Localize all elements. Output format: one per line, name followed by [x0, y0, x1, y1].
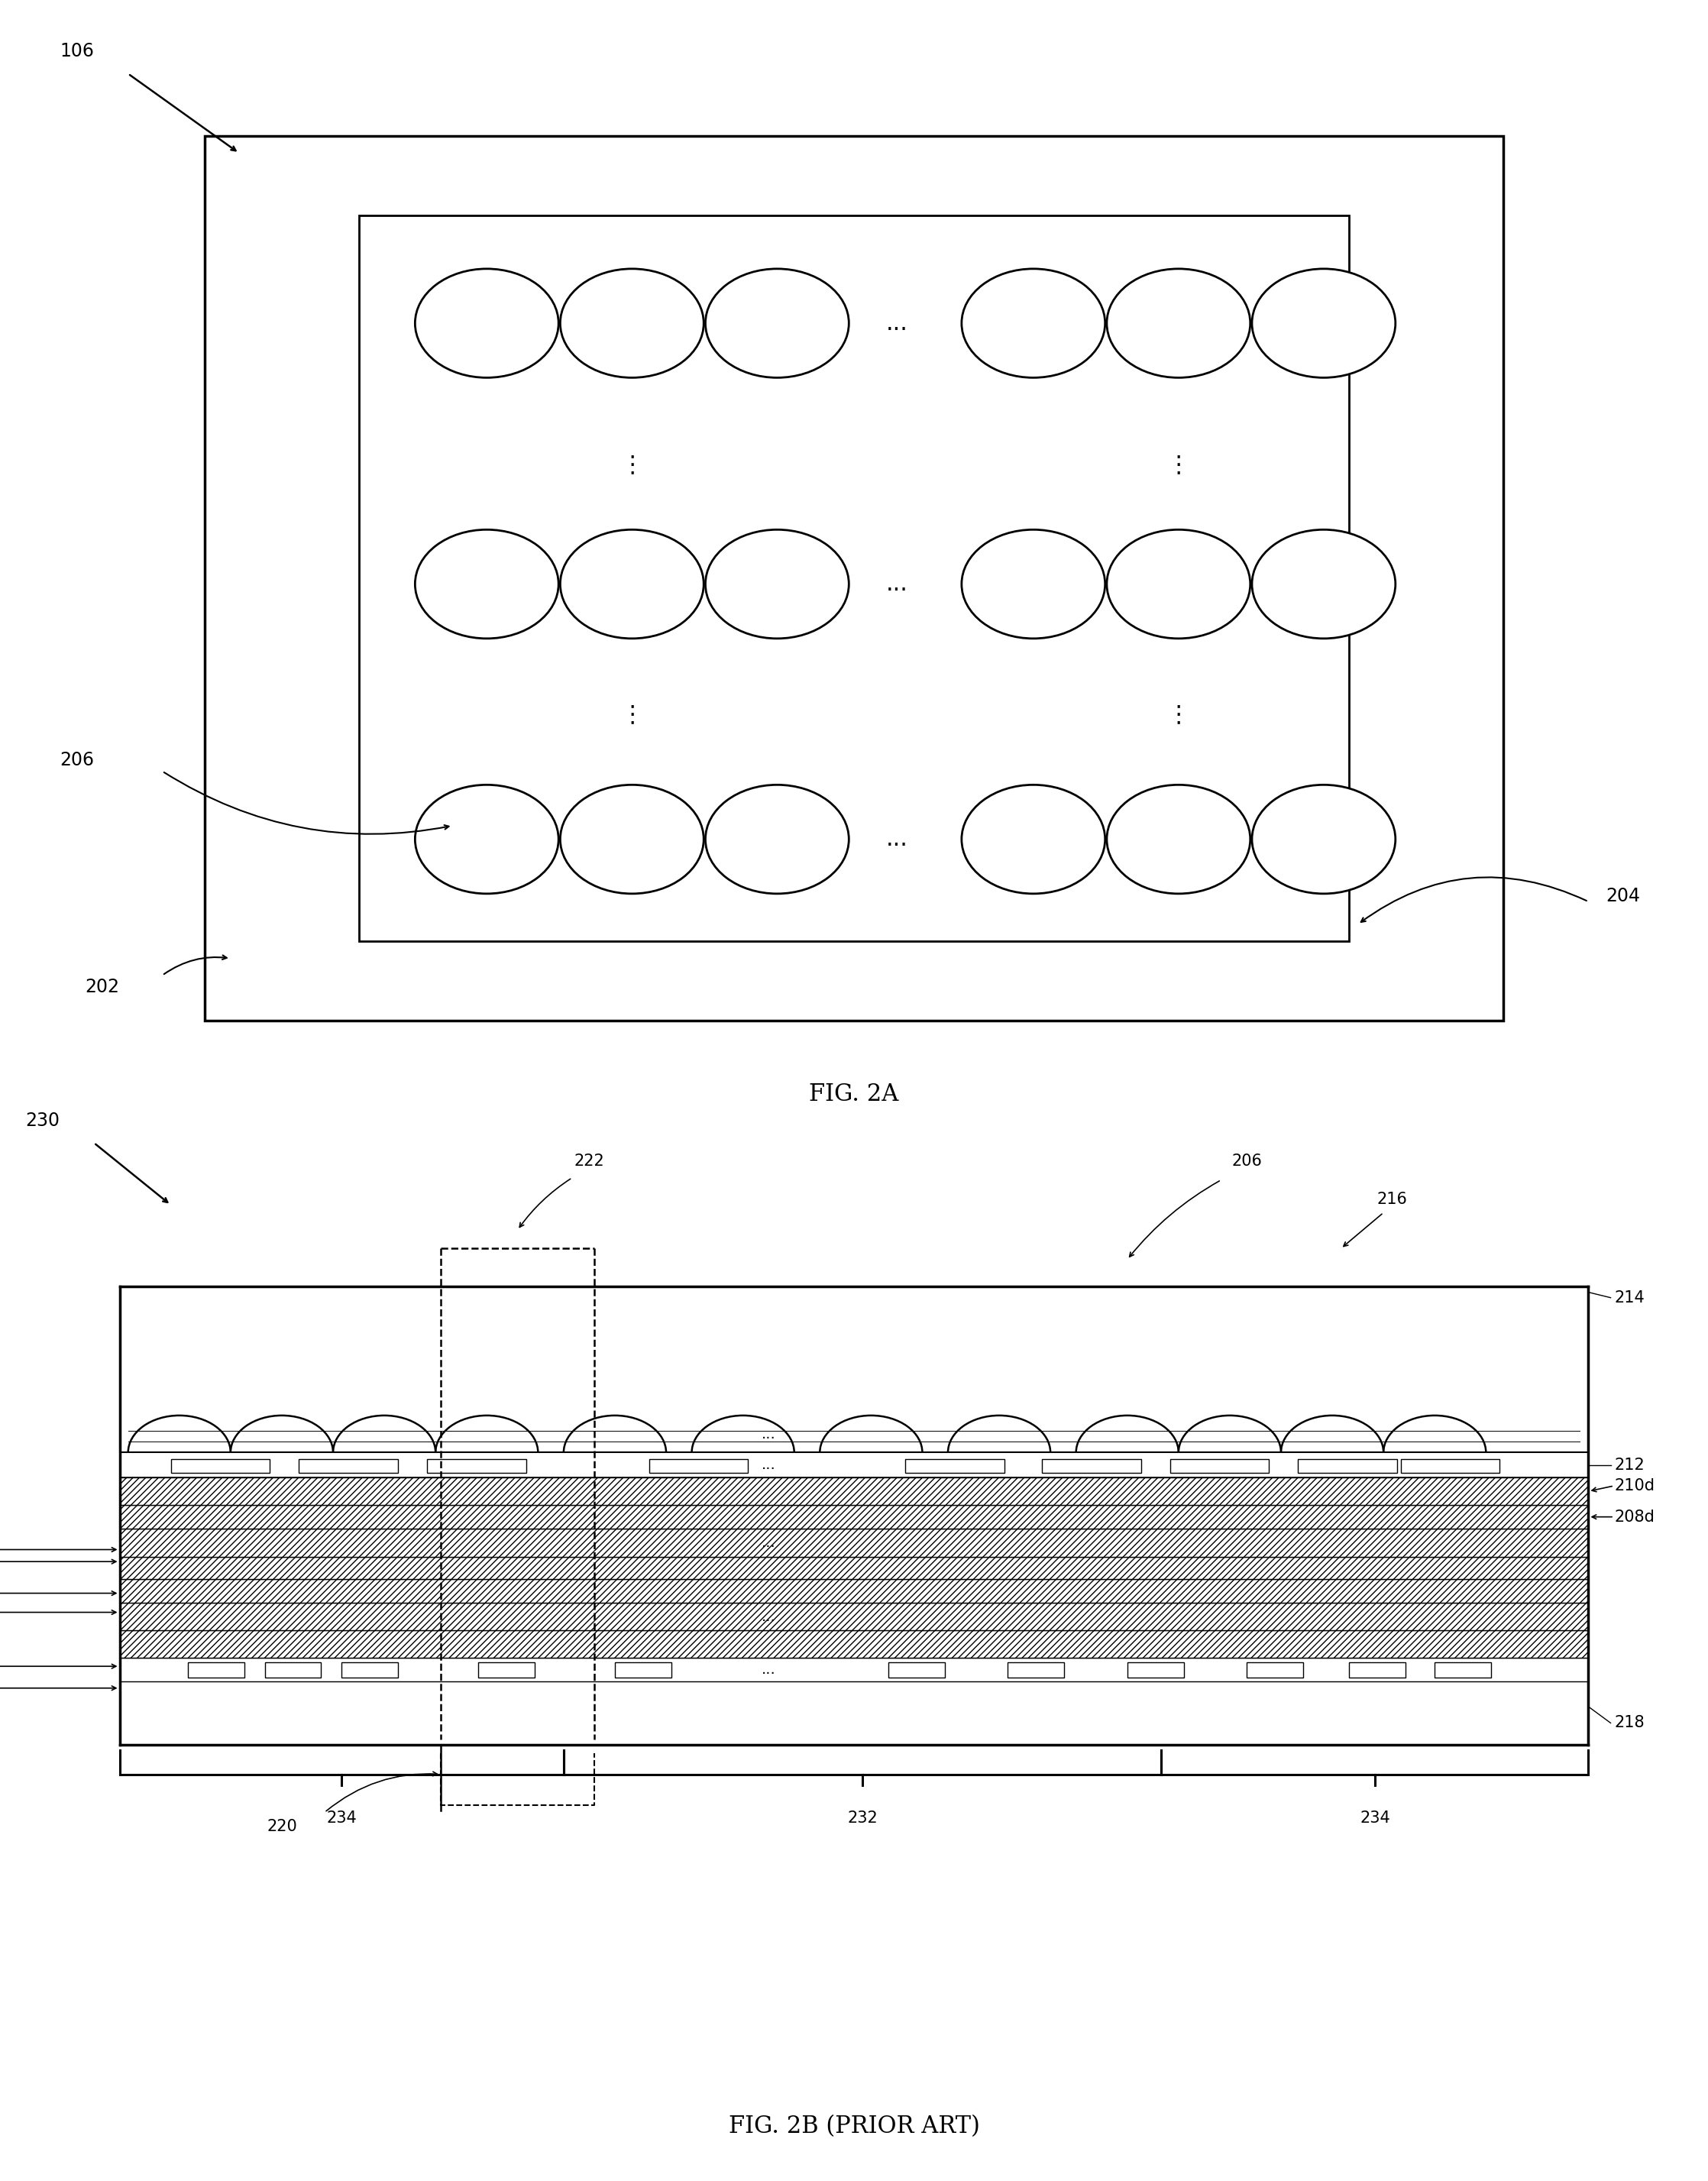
Text: 202: 202: [85, 977, 120, 997]
Text: ...: ...: [886, 312, 907, 334]
Bar: [120, 1682, 1588, 1745]
Text: 106: 106: [60, 41, 94, 61]
Text: 206: 206: [60, 750, 94, 770]
Ellipse shape: [560, 785, 704, 894]
Bar: [905, 1459, 1004, 1472]
Bar: [205, 135, 1503, 1021]
Text: 230: 230: [26, 1112, 60, 1130]
Text: ⋮: ⋮: [620, 704, 644, 726]
Ellipse shape: [1252, 268, 1395, 377]
Bar: [120, 1529, 1588, 1557]
Bar: [120, 1557, 1588, 1579]
Text: ...: ...: [762, 1610, 775, 1625]
Bar: [120, 1579, 1588, 1603]
Ellipse shape: [705, 268, 849, 377]
Ellipse shape: [962, 268, 1105, 377]
Bar: [1349, 1662, 1406, 1677]
Text: 234: 234: [326, 1810, 357, 1825]
Text: FIG. 2A: FIG. 2A: [810, 1082, 898, 1106]
Bar: [1247, 1662, 1303, 1677]
Bar: [120, 1505, 1588, 1529]
Bar: [120, 1658, 1588, 1682]
Bar: [1042, 1459, 1141, 1472]
Ellipse shape: [1107, 268, 1250, 377]
Text: FIG. 2B (PRIOR ART): FIG. 2B (PRIOR ART): [728, 2116, 980, 2137]
Text: 204: 204: [1606, 888, 1640, 905]
Bar: [1401, 1459, 1500, 1472]
Text: 220: 220: [266, 1819, 297, 1834]
Text: ...: ...: [886, 574, 907, 595]
Bar: [299, 1459, 398, 1472]
Text: 222: 222: [574, 1154, 605, 1169]
Text: 216: 216: [1377, 1191, 1407, 1208]
Bar: [888, 1662, 945, 1677]
Text: 210d: 210d: [1614, 1479, 1655, 1494]
Bar: [1008, 1662, 1064, 1677]
Text: ...: ...: [886, 829, 907, 851]
Bar: [120, 1603, 1588, 1631]
Bar: [1435, 1662, 1491, 1677]
Bar: [120, 1287, 1588, 1453]
Ellipse shape: [560, 268, 704, 377]
Ellipse shape: [1252, 785, 1395, 894]
Text: ⋮: ⋮: [1167, 454, 1190, 475]
Ellipse shape: [1107, 785, 1250, 894]
Bar: [120, 1453, 1588, 1479]
Ellipse shape: [962, 785, 1105, 894]
Ellipse shape: [1107, 530, 1250, 639]
Text: ⋮: ⋮: [620, 454, 644, 475]
Bar: [1298, 1459, 1397, 1472]
Text: 206: 206: [1231, 1154, 1262, 1169]
Bar: [1170, 1459, 1269, 1472]
Ellipse shape: [1252, 530, 1395, 639]
Bar: [427, 1459, 526, 1472]
Text: ...: ...: [762, 1662, 775, 1677]
Text: 212: 212: [1614, 1457, 1645, 1472]
Text: ⋮: ⋮: [1167, 704, 1190, 726]
Text: 218: 218: [1614, 1714, 1645, 1732]
Bar: [265, 1662, 321, 1677]
Bar: [120, 1631, 1588, 1658]
Text: 234: 234: [1360, 1810, 1390, 1825]
Text: ...: ...: [762, 1535, 775, 1551]
Text: 232: 232: [847, 1810, 878, 1825]
Text: ...: ...: [762, 1457, 775, 1472]
Ellipse shape: [560, 530, 704, 639]
Ellipse shape: [415, 268, 559, 377]
Bar: [478, 1662, 535, 1677]
Text: 214: 214: [1614, 1289, 1645, 1306]
Bar: [120, 1479, 1588, 1505]
Ellipse shape: [962, 530, 1105, 639]
Ellipse shape: [705, 785, 849, 894]
Bar: [342, 1662, 398, 1677]
Ellipse shape: [415, 530, 559, 639]
Bar: [171, 1459, 270, 1472]
Bar: [649, 1459, 748, 1472]
Bar: [1127, 1662, 1184, 1677]
Bar: [615, 1662, 671, 1677]
Bar: [188, 1662, 244, 1677]
Ellipse shape: [705, 530, 849, 639]
Ellipse shape: [415, 785, 559, 894]
Text: 208d: 208d: [1614, 1509, 1655, 1525]
Text: ...: ...: [762, 1426, 775, 1442]
Bar: [359, 216, 1349, 942]
